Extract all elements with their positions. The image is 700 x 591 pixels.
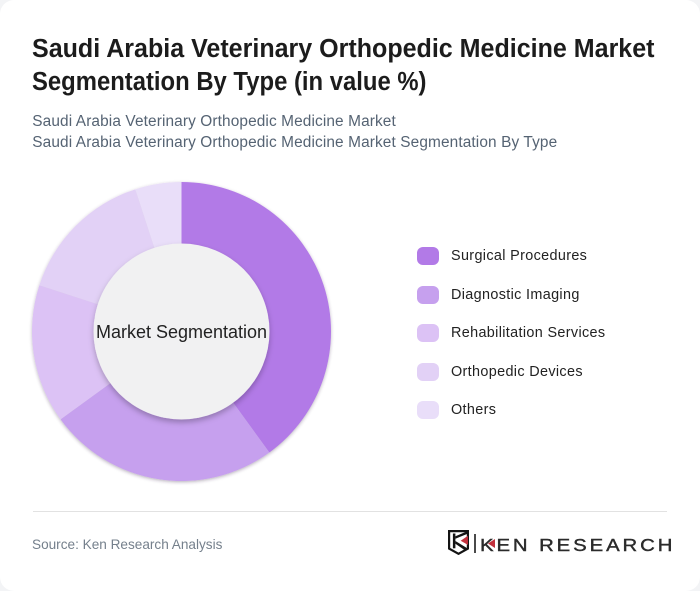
svg-text:Market Segmentation: Market Segmentation	[96, 322, 267, 342]
